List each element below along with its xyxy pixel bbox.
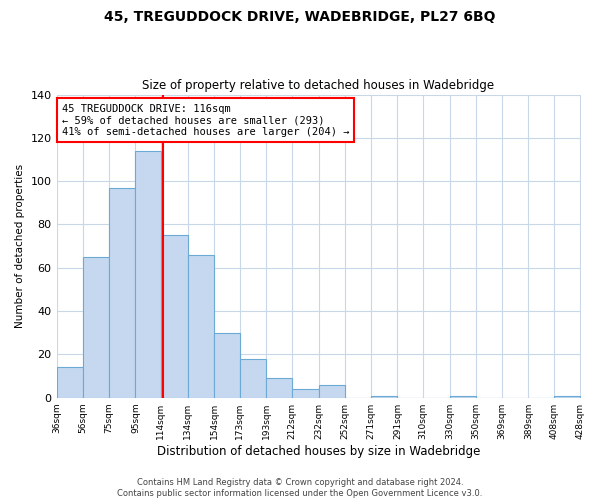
Bar xyxy=(214,332,239,398)
Bar xyxy=(554,396,580,398)
Bar xyxy=(371,396,397,398)
Bar xyxy=(319,384,345,398)
Bar xyxy=(449,396,476,398)
Bar xyxy=(161,236,188,398)
Text: Contains HM Land Registry data © Crown copyright and database right 2024.
Contai: Contains HM Land Registry data © Crown c… xyxy=(118,478,482,498)
Bar xyxy=(136,151,161,398)
Text: 45, TREGUDDOCK DRIVE, WADEBRIDGE, PL27 6BQ: 45, TREGUDDOCK DRIVE, WADEBRIDGE, PL27 6… xyxy=(104,10,496,24)
Y-axis label: Number of detached properties: Number of detached properties xyxy=(15,164,25,328)
Bar xyxy=(56,368,83,398)
Title: Size of property relative to detached houses in Wadebridge: Size of property relative to detached ho… xyxy=(142,79,494,92)
Text: 45 TREGUDDOCK DRIVE: 116sqm
← 59% of detached houses are smaller (293)
41% of se: 45 TREGUDDOCK DRIVE: 116sqm ← 59% of det… xyxy=(62,104,349,137)
Bar xyxy=(188,255,214,398)
Bar xyxy=(239,358,266,398)
Bar xyxy=(266,378,292,398)
Bar xyxy=(292,389,319,398)
Bar xyxy=(109,188,136,398)
X-axis label: Distribution of detached houses by size in Wadebridge: Distribution of detached houses by size … xyxy=(157,444,480,458)
Bar xyxy=(83,257,109,398)
